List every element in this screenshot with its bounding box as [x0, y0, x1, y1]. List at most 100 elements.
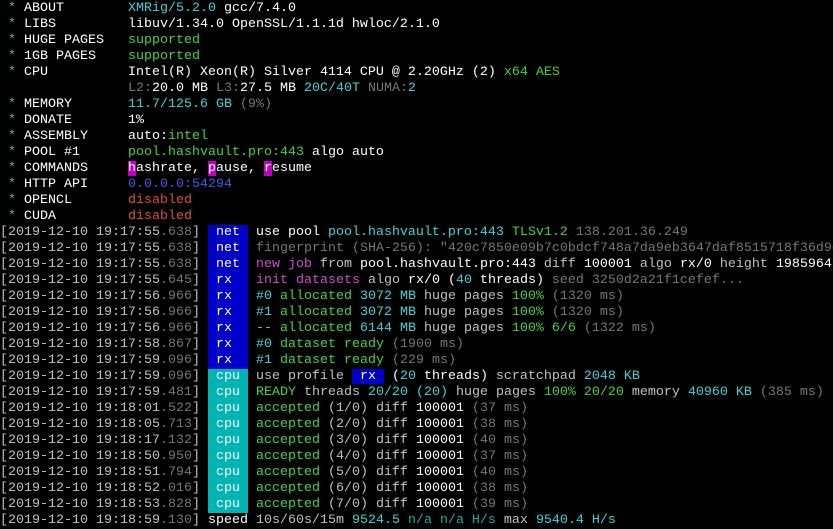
- log-message-part: accepted: [255, 481, 320, 496]
- bullet-star-icon: *: [0, 145, 24, 160]
- bullet-star-icon: *: [0, 177, 24, 192]
- log-message-part: rx: [351, 369, 384, 384]
- log-line: [2019-12-10 19:17:55.638] net use pool p…: [0, 225, 833, 241]
- log-message-part: fingerprint (SHA-256): "420c7850e09b7c0b…: [255, 241, 833, 256]
- log-message-part: (3/0): [319, 433, 368, 448]
- log-message-part: threads: [295, 385, 368, 400]
- timestamp-bracket: ]: [191, 513, 208, 528]
- log-message-part: 9540.4 H/s: [535, 513, 616, 528]
- info-label: 1GB PAGES: [24, 49, 128, 64]
- info-line: * 1GB PAGES supported: [0, 49, 833, 65]
- info-value: h: [127, 161, 136, 176]
- timestamp-bracket: [: [0, 225, 8, 240]
- spacer: [248, 257, 256, 272]
- log-message-part: accepted: [255, 417, 320, 432]
- timestamp: 2019-12-10 19:17:55: [8, 257, 160, 272]
- log-message-part: 9524.5: [351, 513, 400, 528]
- timestamp-bracket: [: [0, 353, 8, 368]
- timestamp-ms: .130: [159, 513, 192, 528]
- info-value: supported: [127, 49, 200, 64]
- log-message-part: (2/0): [319, 417, 368, 432]
- log-line: [2019-12-10 19:17:59.481] cpu READY thre…: [0, 385, 833, 401]
- info-label: MEMORY: [24, 97, 128, 112]
- log-line: [2019-12-10 19:17:55.638] net fingerprin…: [0, 241, 833, 257]
- log-message-part: 3072 MB: [351, 289, 416, 304]
- bullet-star-icon: *: [0, 193, 24, 208]
- log-line: [2019-12-10 19:17:55.638] net new job fr…: [0, 257, 833, 273]
- timestamp-bracket: [: [0, 497, 8, 512]
- info-label: OPENCL: [24, 193, 128, 208]
- log-message-part: accepted: [255, 497, 320, 512]
- timestamp-bracket: ]: [191, 433, 208, 448]
- info-label: COMMANDS: [24, 161, 128, 176]
- log-message-part: (1900 ms): [383, 337, 464, 352]
- bullet-star-icon: *: [0, 97, 24, 112]
- log-message-part: threads): [471, 273, 544, 288]
- log-message-part: (385 ms): [751, 385, 824, 400]
- log-message-part: dataset ready: [271, 353, 384, 368]
- bullet-star-icon: *: [0, 65, 24, 80]
- log-message-part: allocated: [271, 321, 352, 336]
- info-line: * COMMANDS hashrate, pause, resume: [0, 161, 833, 177]
- info-value: x64 AES: [495, 65, 560, 80]
- log-message-part: (20): [407, 385, 448, 400]
- timestamp: 2019-12-10 19:17:59: [8, 385, 160, 400]
- log-message-part: diff: [367, 449, 416, 464]
- timestamp-bracket: ]: [191, 321, 208, 336]
- timestamp-ms: .950: [159, 449, 192, 464]
- log-message-part: diff: [367, 433, 416, 448]
- timestamp-bracket: [: [0, 289, 8, 304]
- log-line: [2019-12-10 19:18:05.713] cpu accepted (…: [0, 417, 833, 433]
- log-line: [2019-12-10 19:18:52.016] cpu accepted (…: [0, 481, 833, 497]
- timestamp-bracket: ]: [191, 225, 208, 240]
- log-message-part: threads): [415, 369, 488, 384]
- info-value: ause,: [215, 161, 264, 176]
- log-tag-rx: rx: [207, 273, 248, 289]
- log-line: [2019-12-10 19:18:17.132] cpu accepted (…: [0, 433, 833, 449]
- log-line: [2019-12-10 19:17:56.966] rx #0 allocate…: [0, 289, 833, 305]
- timestamp-bracket: ]: [191, 257, 208, 272]
- log-tag-cpu: cpu: [207, 385, 248, 401]
- log-tag-net: net: [207, 241, 248, 257]
- info-value: esume: [271, 161, 312, 176]
- log-message-part: (7/0): [319, 497, 368, 512]
- log-message-part: algo: [631, 257, 680, 272]
- log-message-part: 100001: [583, 257, 632, 272]
- log-message-part: accepted: [255, 433, 320, 448]
- info-value: 2: [407, 81, 416, 96]
- log-message-part: accepted: [255, 401, 320, 416]
- timestamp-bracket: [: [0, 305, 8, 320]
- log-tag-cpu: cpu: [207, 497, 248, 513]
- timestamp-bracket: ]: [191, 273, 208, 288]
- timestamp: 2019-12-10 19:18:01: [8, 401, 160, 416]
- bullet-star-icon: *: [0, 113, 24, 128]
- log-tag-cpu: cpu: [207, 401, 248, 417]
- timestamp-ms: .132: [159, 433, 192, 448]
- log-tag-cpu: cpu: [207, 449, 248, 465]
- timestamp-bracket: [: [0, 417, 8, 432]
- log-message-part: 6/6: [543, 321, 576, 336]
- log-message-part: 20: [399, 369, 416, 384]
- info-line: * CPU Intel(R) Xeon(R) Silver 4114 CPU @…: [0, 65, 833, 81]
- info-label: LIBS: [24, 17, 128, 32]
- timestamp-bracket: ]: [191, 305, 208, 320]
- info-value: NUMA:: [359, 81, 408, 96]
- log-message-part: TLSv1.2: [503, 225, 568, 240]
- timestamp-bracket: [: [0, 385, 8, 400]
- log-message-part: (229 ms): [383, 353, 456, 368]
- log-message-part: scratchpad: [487, 369, 584, 384]
- info-label: ASSEMBLY: [24, 129, 128, 144]
- log-line: [2019-12-10 19:18:50.950] cpu accepted (…: [0, 449, 833, 465]
- timestamp: 2019-12-10 19:18:59: [8, 513, 160, 528]
- log-message-part: (4/0): [319, 449, 368, 464]
- log-message-part: 10s/60s/15m: [247, 513, 352, 528]
- log-tag-cpu: cpu: [207, 417, 248, 433]
- info-line: * HUGE PAGES supported: [0, 33, 833, 49]
- info-value: disabled: [127, 193, 192, 208]
- timestamp-bracket: [: [0, 337, 8, 352]
- spacer: [248, 225, 256, 240]
- spacer: [248, 353, 256, 368]
- timestamp-bracket: [: [0, 401, 8, 416]
- spacer: [248, 321, 256, 336]
